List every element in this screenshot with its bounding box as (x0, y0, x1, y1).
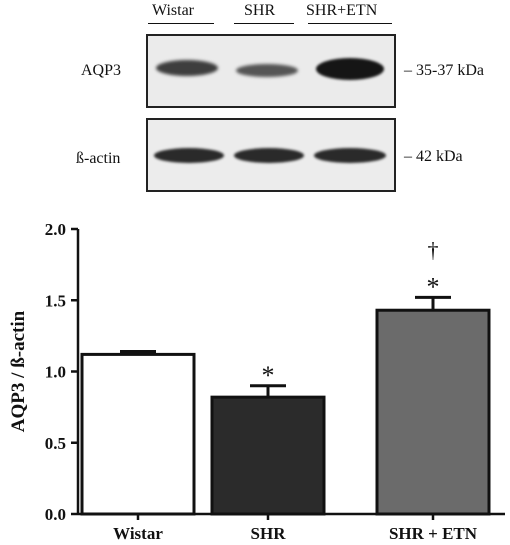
significance-star: * (262, 361, 275, 390)
x-tick-label: Wistar (113, 524, 163, 543)
lane-underline-shr-etn (308, 23, 392, 24)
protein-label-beta-actin: ß-actin (76, 150, 121, 167)
size-text-aqp3: 35-37 kDa (416, 62, 484, 79)
x-tick-label: SHR + ETN (389, 524, 478, 543)
y-tick-label: 1.0 (45, 363, 66, 382)
lane-underline-wistar (148, 23, 214, 24)
band-actin-shr (234, 148, 304, 163)
band-aqp3-shr (236, 64, 298, 77)
size-label-aqp3: – 35-37 kDa (404, 62, 484, 80)
y-tick-label: 1.5 (45, 291, 66, 310)
y-axis-label: AQP3 / ß-actin (8, 310, 29, 432)
y-tick-label: 0.5 (45, 434, 66, 453)
size-text-beta-actin: 42 kDa (416, 148, 463, 165)
bar-0 (80, 352, 196, 516)
significance-dagger: † (428, 237, 439, 262)
band-actin-shr-etn (314, 148, 386, 163)
blot-panel-beta-actin (146, 118, 396, 192)
blot-panel-aqp3 (146, 34, 396, 108)
size-dash: – (404, 62, 412, 79)
band-aqp3-wistar (156, 60, 218, 76)
size-dash: – (404, 148, 412, 165)
x-tick-label: SHR (251, 524, 287, 543)
protein-label-aqp3: AQP3 (81, 62, 122, 79)
band-aqp3-shr-etn (316, 58, 384, 80)
bar-2 (375, 308, 491, 516)
lane-label-shr: SHR (244, 2, 276, 19)
lane-underline-shr (234, 23, 294, 24)
band-actin-wistar (154, 148, 224, 163)
significance-star: * (427, 272, 440, 301)
size-label-beta-actin: – 42 kDa (404, 148, 463, 166)
y-tick-label: 0.0 (45, 505, 66, 524)
bar-1 (210, 395, 326, 516)
y-tick-label: 2.0 (45, 220, 66, 239)
lane-label-shr-etn: SHR+ETN (306, 2, 378, 19)
lane-label-wistar: Wistar (152, 2, 195, 19)
